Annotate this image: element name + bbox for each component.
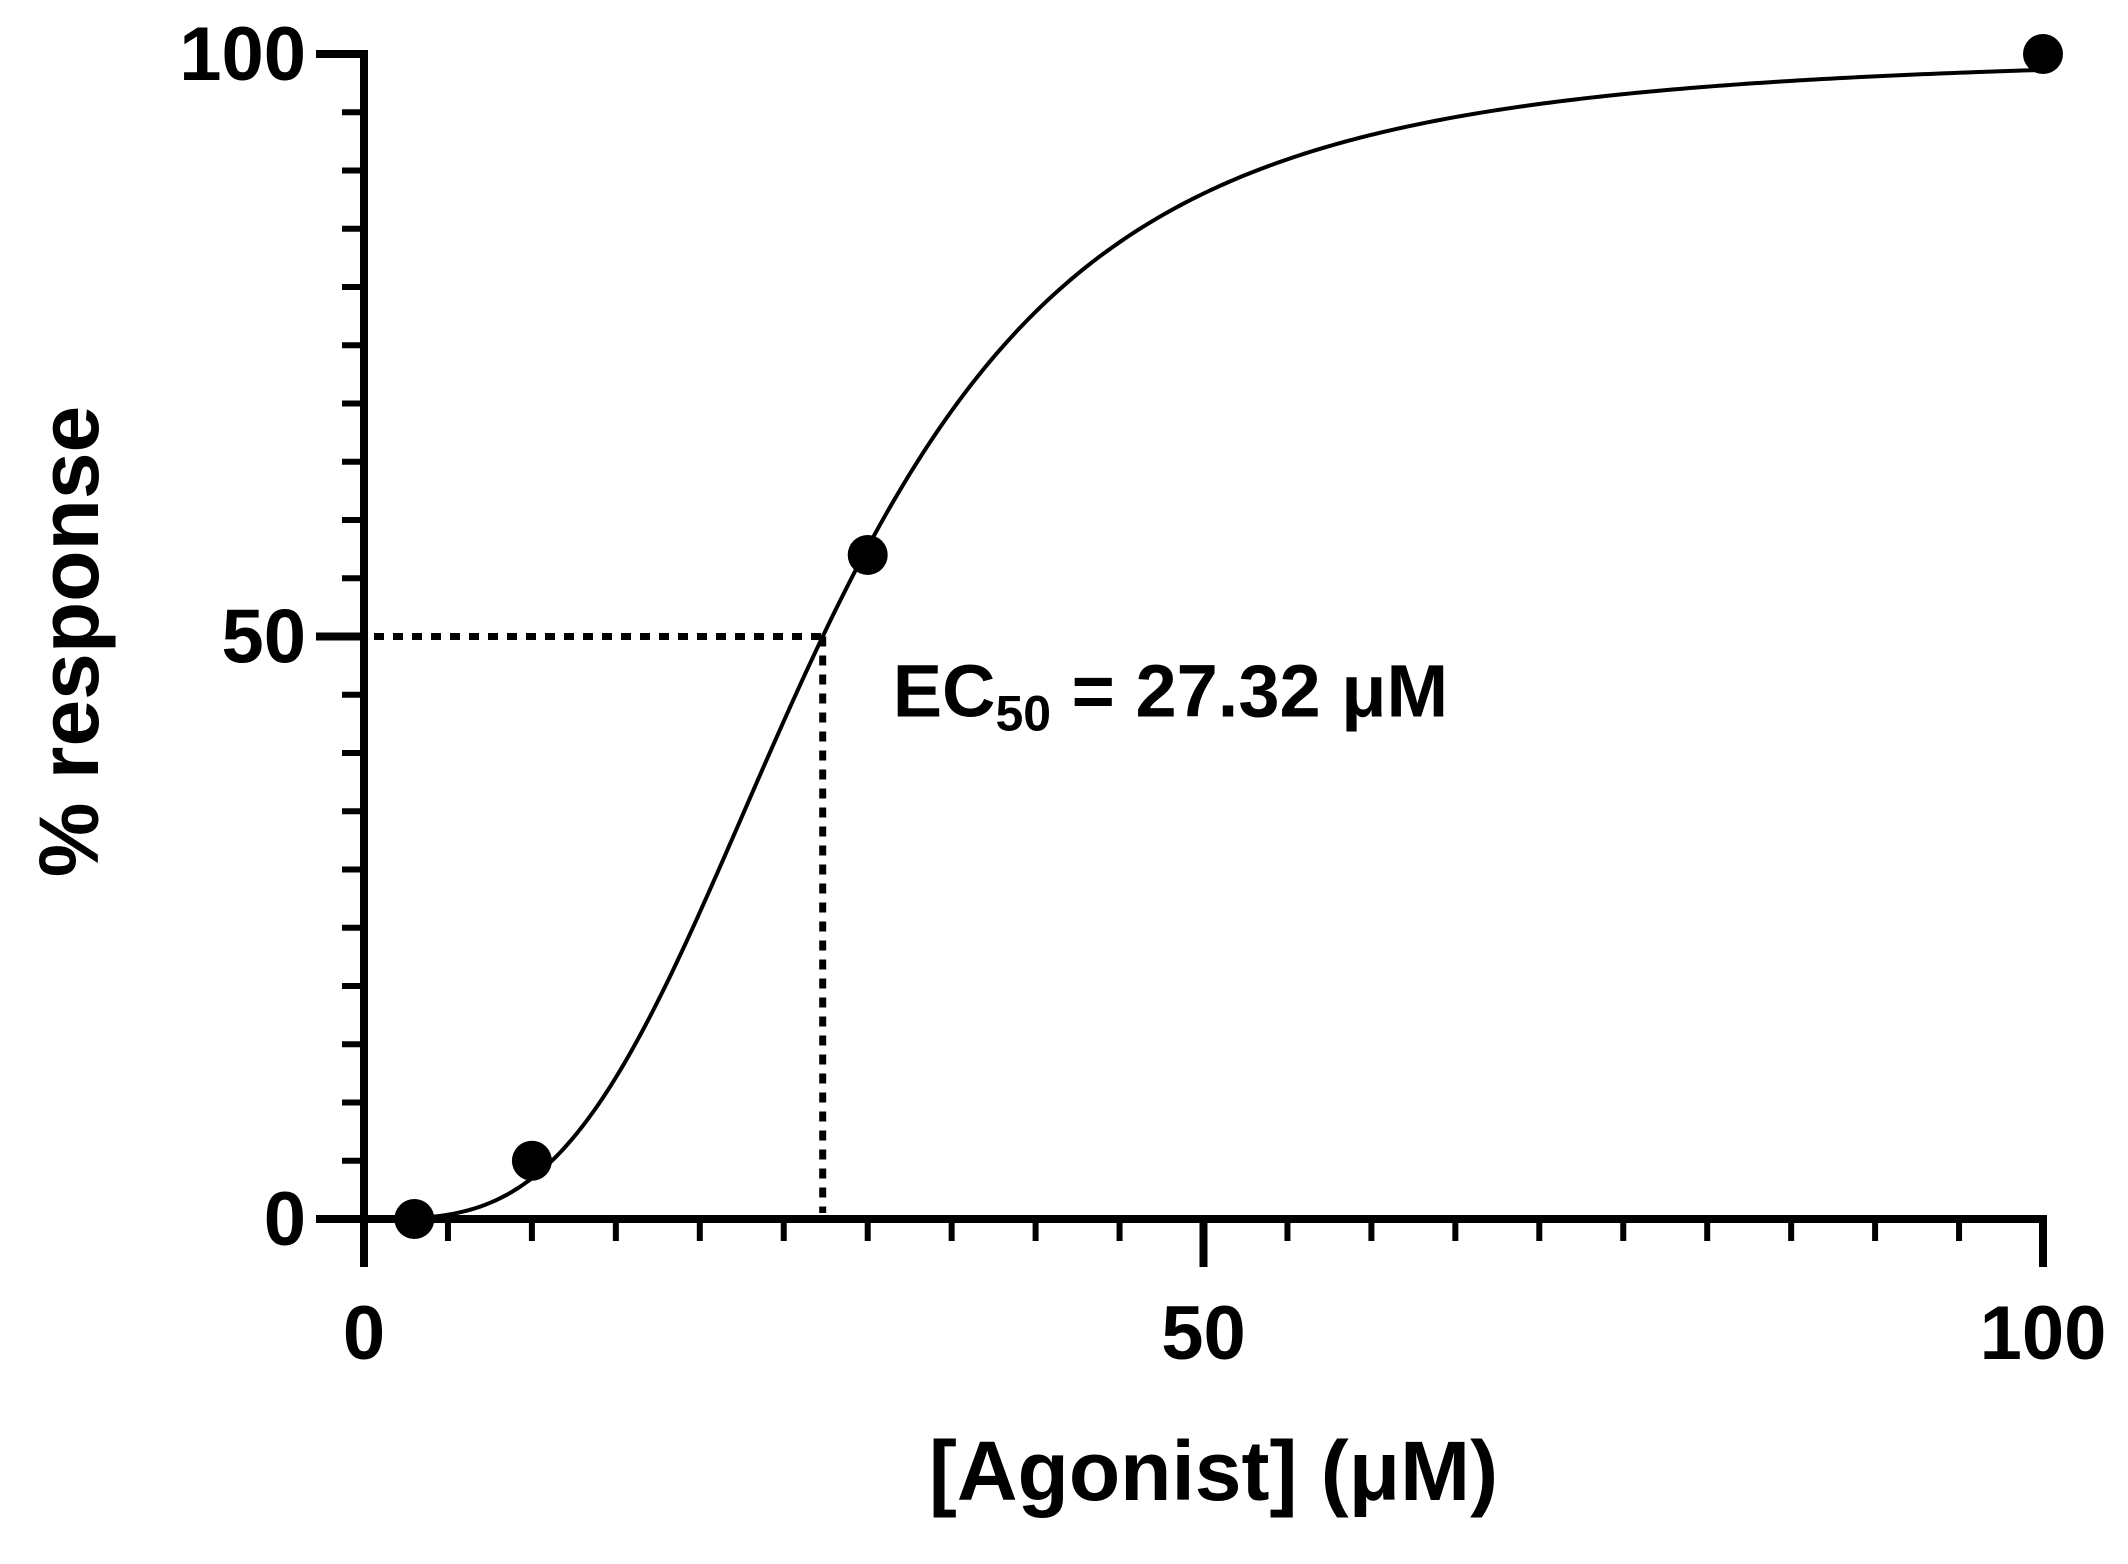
ec50-label-value: = 27.32 μM: [1051, 650, 1448, 733]
fit-curve: [414, 67, 2044, 1221]
ec50-reference-lines: [374, 633, 827, 1213]
ec50-annotation: EC50 = 27.32 μM: [893, 650, 1448, 742]
data-point: [511, 1140, 552, 1181]
ec50-label-subscript: 50: [996, 686, 1052, 742]
ec50-label-main: EC: [893, 650, 996, 733]
y-axis-label: % response: [22, 406, 116, 878]
x-axis-label: [Agonist] (μM): [929, 1424, 1498, 1518]
axes: [316, 50, 2047, 1267]
x-tick-label: 0: [343, 1291, 385, 1376]
y-tick-label: 50: [221, 595, 306, 680]
y-tick-label: 0: [264, 1177, 306, 1262]
data-point: [2023, 34, 2063, 74]
data-points: [394, 34, 2063, 1239]
fit-curve-layer: [414, 67, 2044, 1221]
tick-labels: 0 50 100 0 50 100: [179, 12, 2106, 1376]
x-tick-label: 50: [1161, 1291, 1246, 1376]
data-point: [394, 1199, 435, 1239]
data-point: [847, 534, 888, 575]
y-tick-label: 100: [179, 12, 306, 97]
x-tick-label: 100: [1980, 1291, 2107, 1376]
